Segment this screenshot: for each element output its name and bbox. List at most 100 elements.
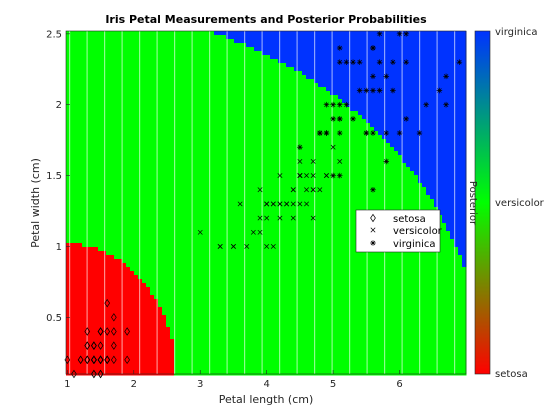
heatmap-cell: [390, 171, 395, 176]
heatmap-cell: [346, 155, 351, 160]
heatmap-cell: [282, 39, 287, 44]
heatmap-cell: [210, 151, 215, 156]
heatmap-cell: [214, 187, 219, 192]
heatmap-cell: [130, 155, 135, 160]
heatmap-cell: [174, 119, 179, 124]
heatmap-cell: [142, 131, 147, 136]
heatmap-cell: [106, 199, 111, 204]
heatmap-cell: [138, 91, 143, 96]
heatmap-cell: [410, 143, 415, 148]
heatmap-cell: [338, 167, 343, 172]
heatmap-cell: [270, 139, 275, 144]
heatmap-cell: [402, 203, 407, 208]
heatmap-cell: [378, 203, 383, 208]
heatmap-cell: [90, 79, 95, 84]
heatmap-cell: [342, 187, 347, 192]
heatmap-cell: [450, 207, 455, 212]
heatmap-cell: [78, 103, 83, 108]
heatmap-cell: [226, 47, 231, 52]
heatmap-cell: [318, 43, 323, 48]
heatmap-cell: [142, 55, 147, 60]
heatmap-cell: [278, 191, 283, 196]
heatmap-cell: [194, 123, 199, 128]
heatmap-cell: [442, 135, 447, 140]
heatmap-cell: [254, 151, 259, 156]
heatmap-cell: [202, 183, 207, 188]
heatmap-cell: [306, 123, 311, 128]
heatmap-cell: [122, 139, 127, 144]
heatmap-cell: [446, 95, 451, 100]
heatmap-cell: [214, 127, 219, 132]
heatmap-cell: [338, 43, 343, 48]
heatmap-cell: [122, 35, 127, 40]
heatmap-cell: [198, 175, 203, 180]
heatmap-cell: [442, 91, 447, 96]
heatmap-cell: [250, 63, 255, 68]
heatmap-cell: [298, 163, 303, 168]
heatmap-cell: [166, 219, 171, 224]
heatmap-cell: [194, 179, 199, 184]
heatmap-cell: [82, 131, 87, 136]
heatmap-cell: [150, 95, 155, 100]
heatmap-cell: [446, 139, 451, 144]
heatmap-cell: [410, 131, 415, 136]
heatmap-cell: [82, 95, 87, 100]
heatmap-cell: [282, 131, 287, 136]
heatmap-cell: [274, 227, 279, 232]
heatmap-cell: [426, 63, 431, 68]
heatmap-cell: [214, 67, 219, 72]
heatmap-cell: [258, 59, 263, 64]
heatmap-cell: [194, 71, 199, 76]
heatmap-cell: [362, 183, 367, 188]
heatmap-cell: [186, 99, 191, 104]
heatmap-cell: [94, 159, 99, 164]
heatmap-cell: [318, 91, 323, 96]
heatmap-cell: [318, 55, 323, 60]
heatmap-cell: [430, 183, 435, 188]
heatmap-cell: [370, 135, 375, 140]
heatmap-cell: [238, 175, 243, 180]
heatmap-cell: [294, 203, 299, 208]
heatmap-cell: [142, 127, 147, 132]
heatmap-cell: [306, 207, 311, 212]
heatmap-cell: [126, 103, 131, 108]
heatmap-cell: [410, 123, 415, 128]
heatmap-cell: [334, 207, 339, 212]
heatmap-cell: [194, 199, 199, 204]
heatmap-cell: [194, 63, 199, 68]
heatmap-cell: [426, 39, 431, 44]
heatmap-cell: [334, 175, 339, 180]
heatmap-cell: [450, 151, 455, 156]
heatmap-cell: [98, 219, 103, 224]
heatmap-cell: [462, 55, 467, 60]
heatmap-cell: [378, 147, 383, 152]
heatmap-cell: [90, 103, 95, 108]
heatmap-cell: [270, 83, 275, 88]
heatmap-cell: [198, 187, 203, 192]
heatmap-cell: [202, 91, 207, 96]
heatmap-cell: [122, 175, 127, 180]
heatmap-cell: [446, 111, 451, 116]
heatmap-cell: [290, 99, 295, 104]
heatmap-cell: [122, 199, 127, 204]
heatmap-cell: [454, 167, 459, 172]
heatmap-cell: [158, 139, 163, 144]
heatmap-cell: [446, 171, 451, 176]
heatmap-cell: [350, 35, 355, 40]
heatmap-cell: [274, 67, 279, 72]
heatmap-cell: [262, 99, 267, 104]
heatmap-cell: [414, 71, 419, 76]
heatmap-cell: [294, 103, 299, 108]
heatmap-cell: [210, 103, 215, 108]
heatmap-cell: [150, 99, 155, 104]
heatmap-cell: [314, 83, 319, 88]
heatmap-cell: [346, 191, 351, 196]
heatmap-cell: [138, 95, 143, 100]
heatmap-cell: [142, 135, 147, 140]
heatmap-cell: [110, 67, 115, 72]
heatmap-cell: [74, 183, 79, 188]
heatmap-cell: [106, 87, 111, 92]
heatmap-cell: [70, 111, 75, 116]
heatmap-cell: [362, 155, 367, 160]
heatmap-cell: [318, 203, 323, 208]
